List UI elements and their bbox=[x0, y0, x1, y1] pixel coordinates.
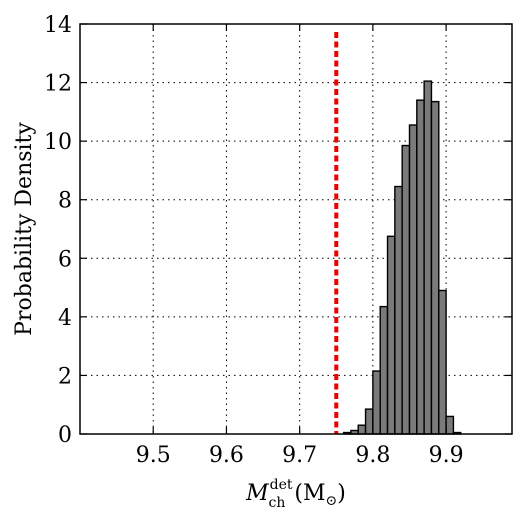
x-axis-title-unit: (M bbox=[294, 481, 325, 506]
x-axis-title: Mdet ch (M⊙) bbox=[245, 477, 346, 511]
y-axis-title: Probability Density bbox=[12, 122, 37, 336]
x-tick-label: 9.5 bbox=[136, 443, 171, 468]
histogram-bar bbox=[445, 415, 455, 435]
y-tick-label: 8 bbox=[58, 189, 72, 214]
x-tick-label: 9.8 bbox=[355, 443, 390, 468]
ticks-layer: 9.5 9.6 9.7 9.8 9.9 0 2 4 6 8 10 12 14 bbox=[44, 13, 512, 468]
y-tick-label: 14 bbox=[44, 13, 72, 38]
histogram-bar bbox=[423, 80, 433, 435]
y-tick-label: 12 bbox=[44, 72, 72, 97]
x-axis-title-superscript: det bbox=[270, 477, 293, 493]
x-axis-title-base: M bbox=[245, 481, 269, 506]
x-tick-label: 9.7 bbox=[282, 443, 317, 468]
histogram-bar bbox=[357, 424, 367, 435]
histogram-bar bbox=[372, 370, 381, 435]
x-axis-title-unit-close: ) bbox=[337, 481, 346, 506]
plot-frame bbox=[79, 23, 513, 435]
histogram-bar bbox=[394, 185, 403, 435]
histogram-bar bbox=[408, 124, 418, 435]
y-tick-label: 4 bbox=[58, 306, 72, 331]
grid-layer bbox=[80, 24, 512, 434]
histogram-bar bbox=[416, 99, 425, 435]
y-tick-label: 10 bbox=[44, 130, 72, 155]
histogram-bar bbox=[379, 305, 389, 435]
y-tick-label: 2 bbox=[58, 364, 72, 389]
histogram-bar bbox=[386, 235, 396, 435]
y-tick-label: 6 bbox=[58, 247, 72, 272]
x-axis-title-subscript: ch bbox=[269, 495, 286, 511]
x-tick-label: 9.6 bbox=[209, 443, 244, 468]
histogram-bar bbox=[430, 100, 440, 435]
bars-layer bbox=[342, 80, 462, 435]
histogram-bar bbox=[438, 289, 447, 435]
x-tick-label: 9.9 bbox=[429, 443, 464, 468]
histogram-bar bbox=[364, 408, 374, 435]
y-tick-label: 0 bbox=[58, 423, 72, 448]
histogram-bar bbox=[401, 144, 411, 435]
x-axis-title-unit-sub: ⊙ bbox=[326, 493, 338, 509]
